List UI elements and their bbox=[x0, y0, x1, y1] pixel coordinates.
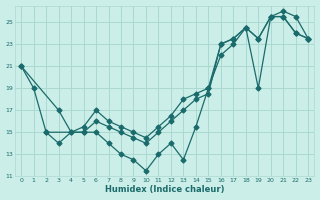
X-axis label: Humidex (Indice chaleur): Humidex (Indice chaleur) bbox=[105, 185, 224, 194]
